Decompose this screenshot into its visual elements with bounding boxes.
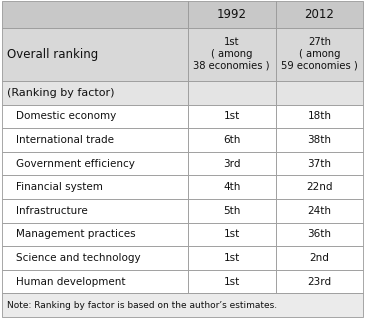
Text: 2nd: 2nd [310, 253, 329, 263]
Text: (Ranking by factor): (Ranking by factor) [7, 87, 115, 98]
Text: Overall ranking: Overall ranking [7, 48, 99, 60]
Bar [188, 152, 276, 175]
Bar [276, 270, 363, 293]
Text: Infrastructure: Infrastructure [16, 206, 88, 216]
Bar [188, 128, 276, 152]
Text: Note: Ranking by factor is based on the author’s estimates.: Note: Ranking by factor is based on the … [7, 301, 277, 310]
Text: 1st: 1st [224, 111, 240, 121]
Text: International trade: International trade [16, 135, 114, 145]
Bar [188, 270, 276, 293]
Bar [188, 223, 276, 246]
Text: Domestic economy: Domestic economy [16, 111, 117, 121]
Text: 23rd: 23rd [307, 277, 331, 287]
Text: 36th: 36th [307, 229, 331, 239]
Bar [2, 28, 188, 80]
Bar [276, 128, 363, 152]
Bar [188, 246, 276, 270]
Text: 3rd: 3rd [223, 159, 241, 169]
Text: 4th: 4th [223, 182, 241, 192]
Bar [276, 246, 363, 270]
Text: 6th: 6th [223, 135, 241, 145]
Text: 5th: 5th [223, 206, 241, 216]
Bar [2, 293, 363, 317]
Bar [188, 80, 276, 105]
Text: 1st
( among
38 economies ): 1st ( among 38 economies ) [193, 38, 270, 71]
Bar [2, 128, 188, 152]
Text: Human development: Human development [16, 277, 126, 287]
Bar [188, 105, 276, 128]
Text: Government efficiency: Government efficiency [16, 159, 135, 169]
Bar [276, 175, 363, 199]
Bar [276, 152, 363, 175]
Text: 18th: 18th [307, 111, 331, 121]
Text: Financial system: Financial system [16, 182, 103, 192]
Bar [276, 223, 363, 246]
Bar [2, 270, 188, 293]
Bar [2, 246, 188, 270]
Bar [276, 80, 363, 105]
Text: 1st: 1st [224, 277, 240, 287]
Bar [276, 28, 363, 80]
Bar [188, 199, 276, 223]
Bar [188, 175, 276, 199]
Bar [188, 28, 276, 80]
Bar [2, 80, 188, 105]
Bar [276, 199, 363, 223]
Text: 22nd: 22nd [306, 182, 333, 192]
Text: 27th
( among
59 economies ): 27th ( among 59 economies ) [281, 38, 358, 71]
Bar [188, 1, 276, 28]
Bar [2, 152, 188, 175]
Text: 2012: 2012 [304, 8, 334, 21]
Text: 1992: 1992 [217, 8, 247, 21]
Text: Science and technology: Science and technology [16, 253, 141, 263]
Bar [2, 1, 188, 28]
Bar [276, 1, 363, 28]
Text: 24th: 24th [307, 206, 331, 216]
Text: 1st: 1st [224, 253, 240, 263]
Bar [2, 175, 188, 199]
Text: Management practices: Management practices [16, 229, 136, 239]
Bar [2, 199, 188, 223]
Text: 38th: 38th [307, 135, 331, 145]
Bar [276, 105, 363, 128]
Bar [2, 105, 188, 128]
Text: 1st: 1st [224, 229, 240, 239]
Text: 37th: 37th [307, 159, 331, 169]
Bar [2, 223, 188, 246]
